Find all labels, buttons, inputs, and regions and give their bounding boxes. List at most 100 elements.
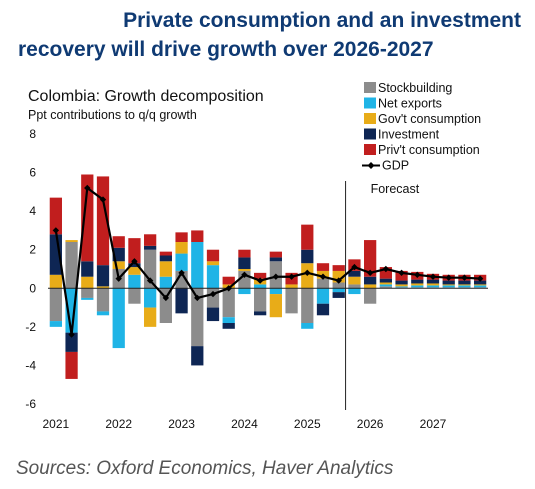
bar-investment-q19 (332, 292, 345, 298)
bar-priv-t-consumption-q17 (301, 224, 314, 250)
bar-investment-q3 (81, 261, 94, 277)
bar-net-exports-q13 (238, 288, 251, 295)
bar-investment-q6 (128, 263, 141, 268)
headline-line1: Private consumption and an investment (123, 9, 521, 32)
gdp-point-q3 (84, 184, 91, 192)
gdp-point-q5 (115, 275, 122, 282)
bar-investment-q13 (238, 257, 251, 269)
bar-gov-t-consumption-q4 (96, 286, 110, 289)
bar-investment-q11 (206, 307, 220, 322)
bar-investment-q27 (458, 280, 471, 285)
bar-investment-q4 (96, 265, 110, 287)
gdp-line (54, 186, 481, 336)
legend-label-gdp: GDP (382, 159, 409, 173)
bar-stockbuilding-q12 (222, 288, 235, 318)
bar-investment-q28 (474, 280, 487, 285)
bar-stockbuilding-q14 (254, 288, 267, 312)
bar-net-exports-q3 (81, 297, 94, 300)
bar-net-exports-q23 (395, 286, 408, 288)
bar-net-exports-q5 (112, 288, 125, 349)
bar-stockbuilding-q18 (316, 278, 330, 289)
bar-stockbuilding-q1 (49, 288, 62, 322)
bar-investment-q24 (411, 279, 424, 284)
legend-swatch-priv-t-consumption (364, 144, 376, 155)
bar-investment-q21 (364, 276, 377, 285)
gdp-point-q13 (241, 271, 248, 278)
bar-gov-t-consumption-q22 (379, 282, 392, 285)
y-tick-label: -4 (25, 358, 36, 372)
bar-investment-q23 (395, 280, 408, 285)
gdp-point-q4 (99, 196, 107, 203)
bar-investment-q17 (301, 249, 314, 264)
bar-priv-t-consumption-q15 (269, 251, 282, 258)
gdp-point-q9 (178, 269, 185, 277)
bar-stockbuilding-q22 (379, 286, 392, 289)
gdp-point-q6 (131, 258, 138, 265)
gdp-point-q14 (256, 277, 264, 284)
bar-net-exports-q10 (191, 242, 204, 289)
bar-investment-q15 (269, 257, 282, 262)
x-year-label: 2021 (43, 417, 70, 431)
legend-label-priv-t-consumption: Priv't consumption (378, 143, 480, 157)
gdp-point-q16 (288, 273, 295, 280)
bar-investment-q14 (254, 311, 267, 316)
bar-investment-q2 (65, 332, 78, 352)
bar-gov-t-consumption-q23 (395, 284, 408, 287)
legend-label-investment: Investment (378, 128, 440, 142)
bar-net-exports-q8 (159, 276, 172, 289)
bar-stockbuilding-q20 (348, 284, 361, 289)
bar-stockbuilding-q7 (144, 249, 157, 289)
bar-investment-q7 (144, 245, 157, 250)
bar-gov-t-consumption-q19 (332, 270, 345, 283)
bar-stockbuilding-q10 (191, 288, 204, 347)
bar-net-exports-q28 (474, 285, 487, 288)
bar-net-exports-q22 (379, 284, 392, 287)
bar-net-exports-q25 (426, 285, 440, 288)
y-tick-label: 8 (29, 127, 36, 141)
bar-investment-q8 (159, 255, 172, 262)
bar-net-exports-q18 (316, 288, 330, 304)
bar-net-exports-q14 (254, 284, 267, 289)
bar-priv-t-consumption-q18 (316, 263, 330, 271)
bar-gov-t-consumption-q16 (285, 284, 298, 289)
bar-gov-t-consumption-q25 (426, 283, 440, 286)
legend-swatch-stockbuilding (364, 82, 376, 93)
bar-gov-t-consumption-q27 (458, 284, 471, 286)
bar-stockbuilding-q21 (364, 288, 377, 304)
gdp-point-q18 (319, 273, 327, 280)
legend-label-net-exports: Net exports (378, 97, 442, 111)
bar-priv-t-consumption-q10 (191, 230, 204, 242)
gdp-point-q26 (445, 274, 452, 281)
bar-gov-t-consumption-q26 (442, 284, 455, 286)
bar-investment-q22 (379, 278, 392, 283)
bar-net-exports-q17 (301, 323, 314, 329)
bar-net-exports-q7 (144, 288, 157, 308)
bar-investment-q10 (191, 346, 204, 366)
bar-gov-t-consumption-q15 (269, 294, 282, 318)
x-year-label: 2027 (420, 417, 447, 431)
gdp-point-q28 (476, 275, 484, 282)
bar-gov-t-consumption-q5 (112, 261, 125, 269)
bar-investment-q18 (316, 303, 330, 316)
bar-net-exports-q15 (269, 288, 282, 295)
gdp-point-q2 (68, 331, 75, 338)
bar-investment-q20 (348, 270, 361, 277)
gdp-point-q20 (351, 263, 358, 271)
legend-label-gov-t-consumption: Gov't consumption (378, 112, 481, 126)
x-year-label: 2025 (294, 417, 321, 431)
legend-marker-gdp (367, 162, 375, 169)
gdp-point-q7 (146, 277, 154, 284)
headline-line2: recovery will drive growth over 2026-202… (18, 38, 434, 61)
bar-stockbuilding-q17 (301, 288, 314, 323)
bar-net-exports-q27 (458, 285, 471, 288)
bar-net-exports-q9 (175, 253, 188, 271)
x-year-label: 2024 (231, 417, 258, 431)
x-year-label: 2026 (357, 417, 384, 431)
legend-swatch-gov-t-consumption (364, 113, 376, 124)
gdp-point-q24 (414, 271, 421, 278)
bar-net-exports-q12 (222, 317, 235, 323)
y-tick-label: 0 (29, 281, 36, 295)
bar-priv-t-consumption-q7 (144, 234, 157, 246)
gdp-point-q12 (225, 285, 232, 292)
bar-stockbuilding-q3 (81, 288, 94, 298)
